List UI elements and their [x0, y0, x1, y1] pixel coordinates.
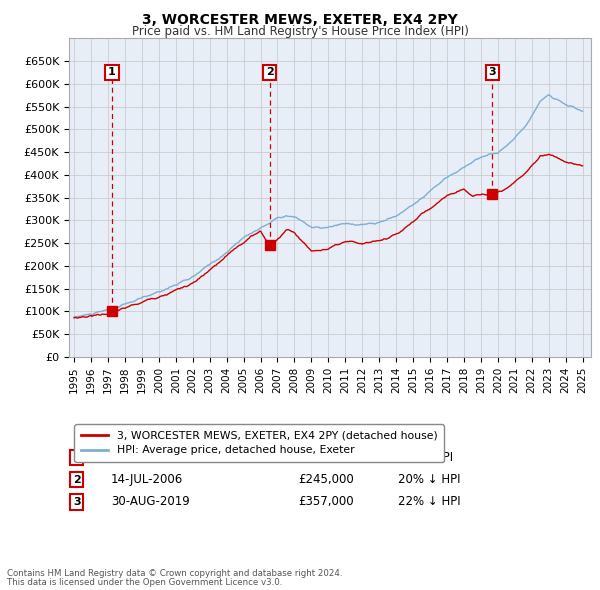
Text: 20% ↓ HPI: 20% ↓ HPI: [398, 473, 460, 486]
Text: 30-AUG-2019: 30-AUG-2019: [111, 496, 190, 509]
Text: 1: 1: [108, 67, 116, 77]
Legend: 3, WORCESTER MEWS, EXETER, EX4 2PY (detached house), HPI: Average price, detache: 3, WORCESTER MEWS, EXETER, EX4 2PY (deta…: [74, 424, 444, 462]
Text: £357,000: £357,000: [299, 496, 355, 509]
Text: 2: 2: [73, 474, 81, 484]
Text: Contains HM Land Registry data © Crown copyright and database right 2024.: Contains HM Land Registry data © Crown c…: [7, 569, 343, 578]
Text: This data is licensed under the Open Government Licence v3.0.: This data is licensed under the Open Gov…: [7, 578, 283, 586]
Text: 2% ↓ HPI: 2% ↓ HPI: [398, 451, 453, 464]
Text: £99,950: £99,950: [299, 451, 347, 464]
Text: 22% ↓ HPI: 22% ↓ HPI: [398, 496, 460, 509]
Text: £245,000: £245,000: [299, 473, 355, 486]
Text: 2: 2: [266, 67, 274, 77]
Text: 3: 3: [488, 67, 496, 77]
Text: 3: 3: [73, 497, 80, 507]
Text: Price paid vs. HM Land Registry's House Price Index (HPI): Price paid vs. HM Land Registry's House …: [131, 25, 469, 38]
Text: 27-MAR-1997: 27-MAR-1997: [111, 451, 190, 464]
Text: 1: 1: [73, 453, 81, 463]
Text: 3, WORCESTER MEWS, EXETER, EX4 2PY: 3, WORCESTER MEWS, EXETER, EX4 2PY: [142, 13, 458, 27]
Text: 14-JUL-2006: 14-JUL-2006: [111, 473, 183, 486]
